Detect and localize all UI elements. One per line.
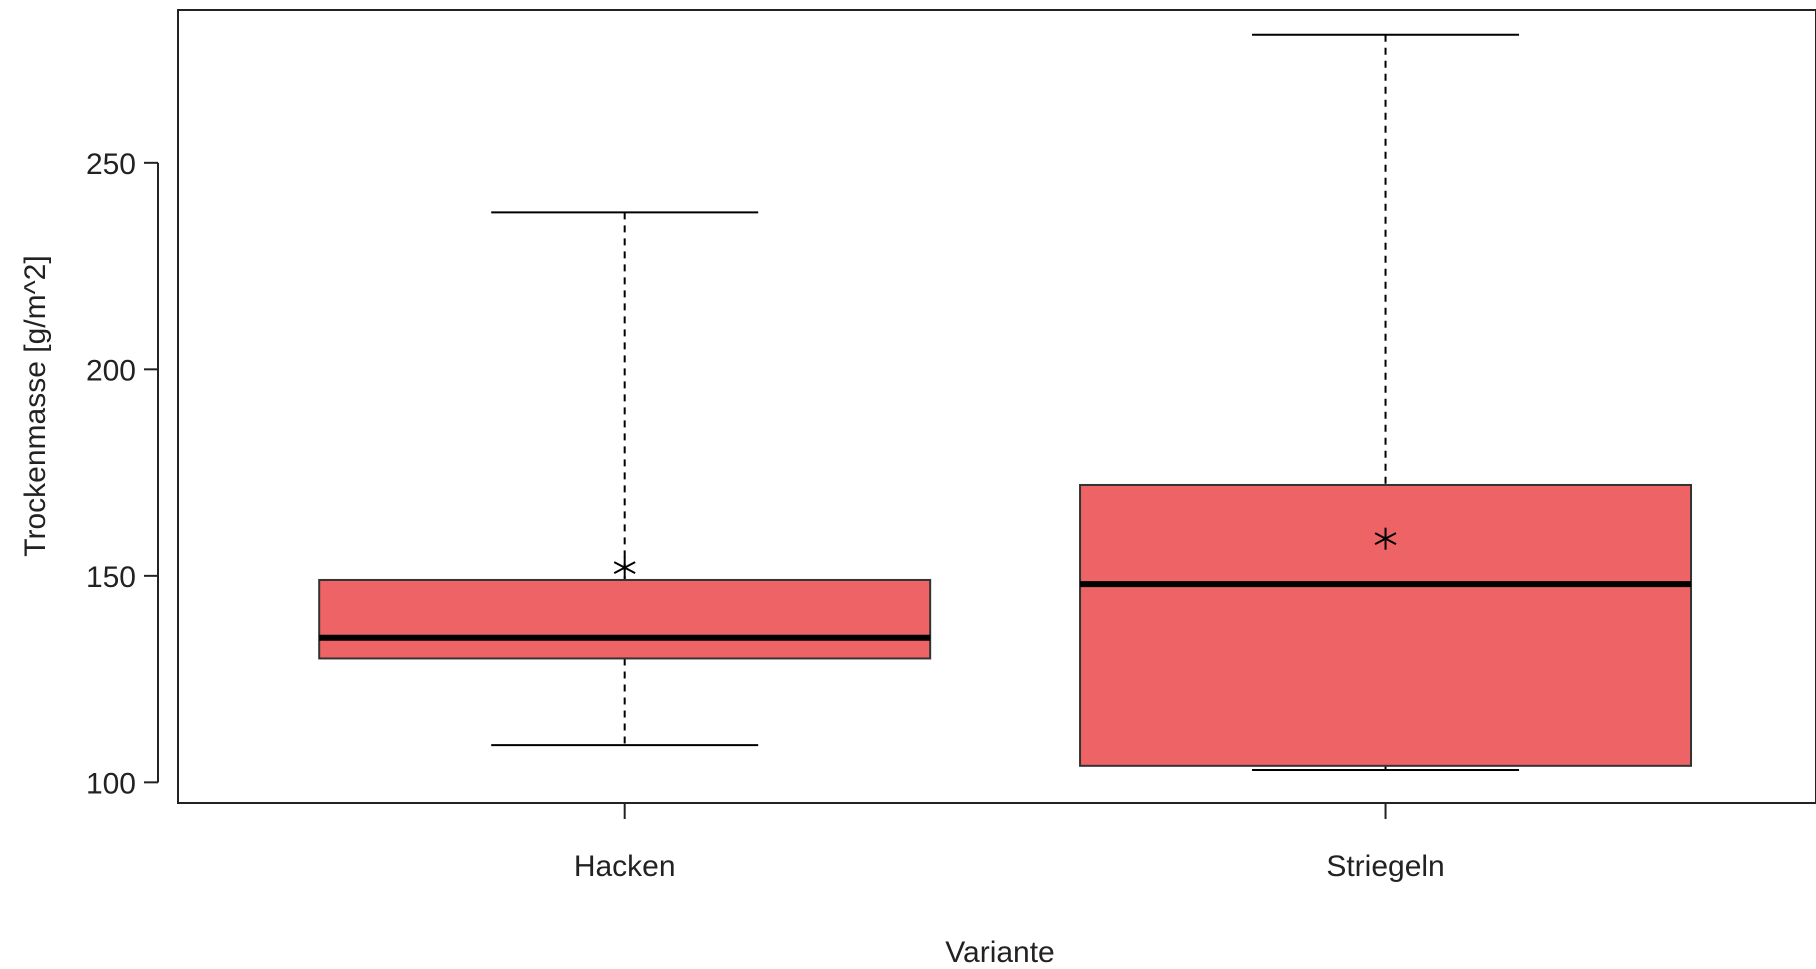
box-rect-hacken (318, 578, 932, 660)
mean-marker-stroke-striegeln-2 (1374, 532, 1397, 546)
y-tick-label-200: 200 (86, 354, 136, 387)
box-striegeln (1079, 33, 1693, 771)
mean-marker-hacken (613, 556, 636, 579)
y-axis: 100 150 200 250 (86, 148, 159, 800)
x-axis: Hacken Striegeln (574, 803, 1445, 883)
box-series (318, 33, 1693, 771)
y-tick-label-250: 250 (86, 148, 136, 181)
x-axis-title: Variante (945, 936, 1055, 969)
y-axis-title: Trockenmasse [g/m^2] (19, 255, 52, 556)
mean-marker-stroke-hacken-2 (613, 561, 636, 574)
box-hacken (318, 211, 932, 747)
x-tick-label-striegeln: Striegeln (1326, 850, 1444, 883)
mean-marker-striegeln (1374, 527, 1397, 550)
y-tick-label-150: 150 (86, 561, 136, 594)
x-tick-label-hacken: Hacken (574, 850, 676, 883)
plot-frame (177, 9, 1816, 804)
y-tick-label-100: 100 (86, 767, 136, 800)
box-rect-striegeln (1079, 483, 1693, 767)
